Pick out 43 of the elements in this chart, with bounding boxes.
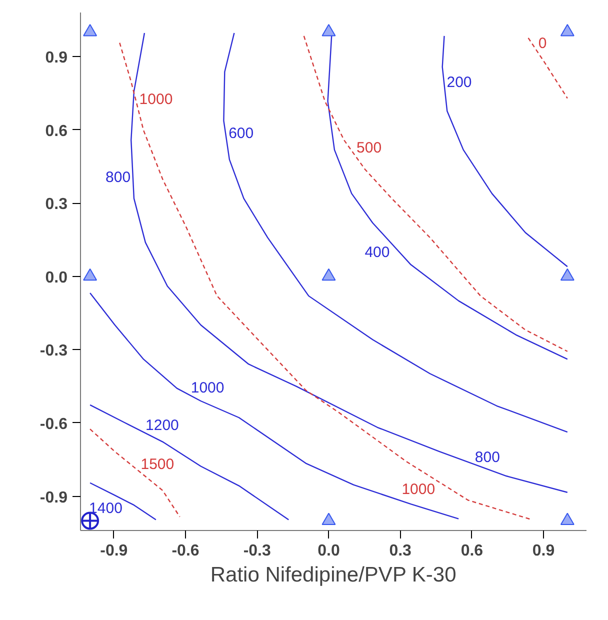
annotation: 0: [538, 35, 547, 52]
point: [560, 268, 574, 281]
annotation: 1000: [402, 480, 436, 498]
point: [560, 512, 574, 525]
y-tick-label: 0.0: [45, 269, 68, 286]
annotation: 1500: [140, 456, 174, 474]
line-series: [89, 292, 460, 520]
annotation: 600: [228, 125, 254, 142]
annotation: 500: [356, 140, 382, 157]
annotation: 200: [446, 74, 472, 91]
line-series: [89, 428, 180, 518]
y-tick-label: -0.9: [40, 489, 68, 506]
line-series: [89, 482, 157, 520]
x-tick-label: -0.9: [100, 542, 128, 560]
x-tick-label: 0.9: [532, 542, 555, 560]
x-tick-label: 0.3: [389, 542, 412, 560]
point: [560, 24, 574, 36]
annotation: 400: [364, 244, 390, 261]
line-series: [130, 32, 568, 493]
point: [83, 24, 98, 36]
line-series: [442, 35, 568, 268]
point: [322, 24, 336, 36]
y-tick-label: 0.3: [45, 196, 68, 214]
x-tick-label: -0.6: [172, 542, 200, 560]
y-tick-label: 0.9: [45, 49, 68, 66]
point: [83, 268, 98, 281]
annotation: 800: [474, 448, 500, 466]
line-series: [89, 404, 290, 520]
x-tick-label: 0.6: [460, 542, 484, 560]
y-tick-label: -0.6: [40, 416, 68, 433]
x-tick-label: -0.3: [243, 542, 272, 560]
y-tick-label: 0.6: [45, 122, 68, 140]
y-tick-label: -0.3: [40, 342, 68, 360]
annotation: 1400: [89, 500, 122, 518]
x-tick-label: 0.0: [318, 542, 340, 560]
annotation: 800: [106, 169, 131, 186]
point: [322, 268, 336, 281]
annotation: 1000: [139, 90, 173, 108]
annotation: 1000: [190, 380, 224, 397]
line-series: [223, 32, 568, 433]
annotation: 1200: [146, 417, 179, 434]
point: [322, 512, 336, 525]
x-axis-title: Ratio Nifedipine/PVP K-30: [210, 564, 456, 586]
